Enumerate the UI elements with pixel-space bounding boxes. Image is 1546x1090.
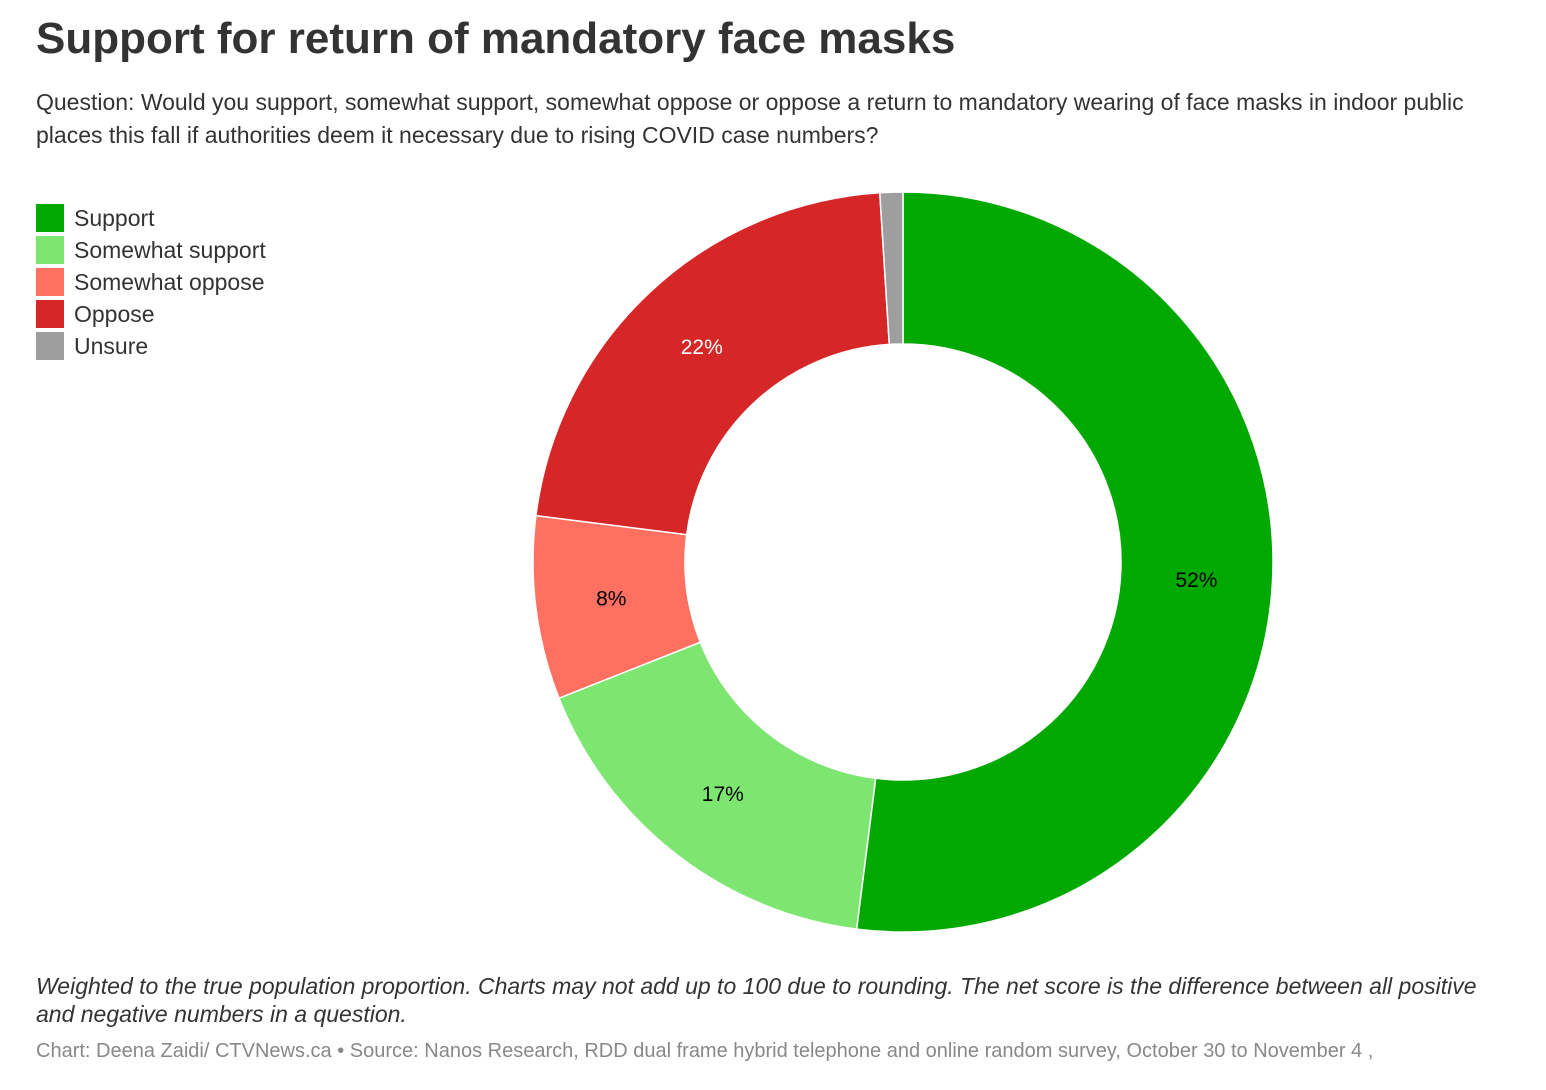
legend-item-somewhat-oppose: Somewhat oppose	[36, 266, 266, 298]
data-label-somewhat-support: 17%	[702, 783, 744, 806]
donut-slice-unsure	[878, 191, 904, 346]
legend-label: Somewhat oppose	[74, 268, 265, 295]
chart-legend: Support Somewhat support Somewhat oppose…	[36, 202, 266, 362]
chart-source: Chart: Deena Zaidi/ CTVNews.ca • Source:…	[36, 1040, 1374, 1062]
data-label-oppose: 22%	[681, 336, 723, 359]
legend-swatch	[36, 300, 64, 328]
data-label-support: 52%	[1175, 569, 1217, 592]
legend-item-somewhat-support: Somewhat support	[36, 234, 266, 266]
donut-slice-support	[855, 191, 1274, 933]
chart-title: Support for return of mandatory face mas…	[36, 14, 956, 63]
data-label-somewhat-oppose: 8%	[596, 587, 626, 610]
donut-slice-oppose	[535, 191, 891, 536]
legend-label: Somewhat support	[74, 236, 266, 263]
legend-label: Support	[74, 204, 155, 231]
donut-slice-somewhat-support	[558, 641, 877, 930]
legend-swatch	[36, 236, 64, 264]
legend-label: Oppose	[74, 300, 155, 327]
legend-item-support: Support	[36, 202, 266, 234]
chart-notes: Weighted to the true population proporti…	[36, 973, 1477, 1027]
legend-swatch	[36, 204, 64, 232]
legend-item-oppose: Oppose	[36, 298, 266, 330]
chart-subtitle: Question: Would you support, somewhat su…	[36, 89, 1464, 148]
legend-label: Unsure	[74, 332, 149, 359]
legend-swatch	[36, 268, 64, 296]
legend-swatch	[36, 332, 64, 360]
legend-item-unsure: Unsure	[36, 330, 266, 362]
